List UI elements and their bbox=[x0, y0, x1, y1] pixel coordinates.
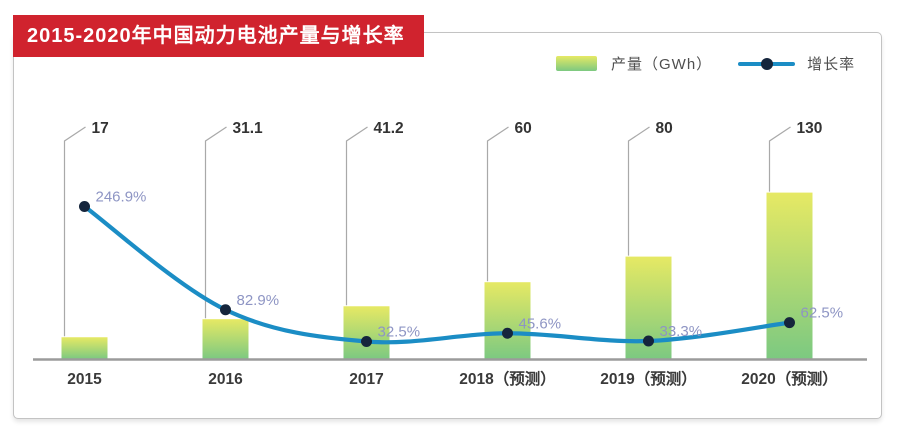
line-series-marker-icon bbox=[738, 57, 796, 70]
bar-series-legend-label: 产量（GWh） bbox=[611, 56, 713, 73]
bar-2016 bbox=[202, 319, 249, 359]
x-axis-label: 2020（预测） bbox=[741, 369, 837, 388]
line-series-legend-label: 增长率 bbox=[807, 56, 856, 73]
bar-2020（预测） bbox=[766, 192, 813, 359]
value-leader-line bbox=[768, 126, 791, 192]
x-axis-label: 2015 bbox=[67, 371, 102, 388]
bar-value-label: 130 bbox=[797, 120, 823, 137]
value-leader-line bbox=[63, 126, 86, 337]
growth-value-label: 45.6% bbox=[519, 315, 562, 332]
bar-2018（预测） bbox=[484, 282, 531, 359]
growth-point bbox=[784, 317, 795, 329]
value-leader-line bbox=[204, 126, 227, 319]
growth-value-label: 32.5% bbox=[378, 324, 421, 341]
bar-series-swatch-icon bbox=[556, 56, 597, 71]
x-axis-label: 2017 bbox=[349, 371, 383, 388]
title-banner: 2015-2020年中国动力电池产量与增长率 bbox=[13, 15, 424, 57]
growth-point bbox=[502, 327, 513, 339]
line-series-dot-icon bbox=[760, 57, 773, 70]
growth-point bbox=[79, 200, 90, 212]
growth-value-label: 82.9% bbox=[237, 292, 280, 309]
growth-value-label: 33.3% bbox=[660, 323, 703, 340]
growth-line bbox=[82, 204, 792, 345]
x-axis-label: 2018（预测） bbox=[459, 369, 555, 388]
x-axis-label: 2019（预测） bbox=[600, 369, 696, 388]
bar-value-label: 41.2 bbox=[374, 120, 404, 137]
chart-title: 2015-2020年中国动力电池产量与增长率 bbox=[27, 25, 405, 47]
chart-card bbox=[13, 32, 882, 419]
growth-value-label: 246.9% bbox=[96, 188, 147, 205]
bar-2015 bbox=[61, 337, 108, 359]
value-leader-line bbox=[486, 126, 509, 282]
legend: 产量（GWh） 增长率 bbox=[556, 50, 855, 77]
bar-value-label: 80 bbox=[656, 120, 673, 137]
growth-point bbox=[643, 335, 654, 347]
value-leader-line bbox=[345, 126, 368, 306]
bar-2017 bbox=[343, 306, 390, 359]
bar-value-label: 17 bbox=[92, 120, 109, 137]
bar-value-label: 60 bbox=[515, 120, 532, 137]
bar-value-label: 31.1 bbox=[233, 120, 264, 137]
growth-point bbox=[220, 304, 231, 316]
growth-value-label: 62.5% bbox=[801, 305, 844, 322]
growth-point bbox=[361, 336, 372, 348]
value-leader-line bbox=[627, 126, 650, 256]
x-axis-label: 2016 bbox=[208, 371, 243, 388]
